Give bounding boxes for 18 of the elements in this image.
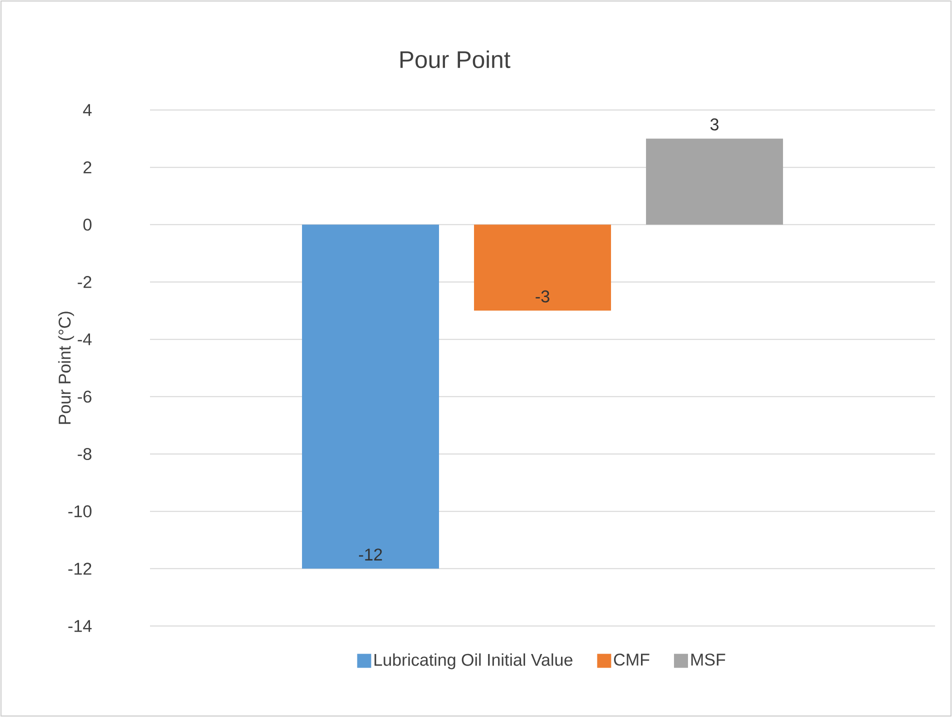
y-axis-title: Pour Point (°C) xyxy=(58,312,74,424)
data-label: -3 xyxy=(536,290,550,302)
y-tick-label: 4 xyxy=(83,104,92,116)
y-tick-label: -14 xyxy=(68,620,92,632)
y-tick-label: 0 xyxy=(83,218,92,231)
data-label: -12 xyxy=(358,548,382,560)
y-tick-label: 2 xyxy=(84,161,92,174)
data-label: 3 xyxy=(710,118,718,130)
y-tick-label: -6 xyxy=(78,390,92,403)
legend-label: MSF xyxy=(691,654,726,666)
legend-label: CMF xyxy=(614,654,650,666)
y-tick-label: -2 xyxy=(78,276,92,288)
y-tick-label: -10 xyxy=(68,505,92,518)
chart-title: Pour Point xyxy=(400,50,510,68)
y-tick-label: -8 xyxy=(78,448,92,460)
y-tick-label: -4 xyxy=(78,333,92,346)
legend-label: Lubricating Oil Initial Value xyxy=(374,653,572,670)
y-tick-label: -12 xyxy=(68,562,92,575)
